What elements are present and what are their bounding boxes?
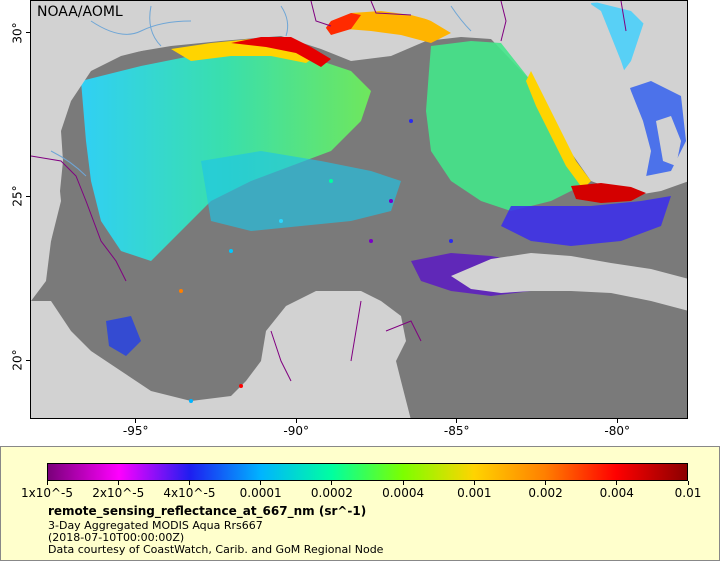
campeche-blue [106, 316, 141, 356]
x-tick-mark [295, 419, 297, 423]
colorbar-tick-label: 1x10^-5 [20, 486, 74, 500]
colorbar-tick [331, 481, 333, 485]
x-tick-label: -80° [604, 424, 630, 438]
x-tick-mark [456, 419, 458, 423]
colorbar-tick-label: 0.0001 [239, 486, 282, 500]
y-tick-label: 25° [10, 185, 25, 208]
colorbar-tick-label: 0.01 [674, 486, 702, 500]
colorbar-tick [46, 481, 48, 485]
land-cuba [451, 253, 687, 311]
colorbar-tick [188, 481, 190, 485]
colorbar-tick-label: 0.004 [599, 486, 634, 500]
florida-bay-red [571, 183, 646, 203]
florida-west-coast [526, 71, 591, 189]
colorbar-tick-label: 0.001 [457, 486, 492, 500]
colorbar-tick [545, 481, 547, 485]
rivers [50, 5, 472, 177]
colorbar-tick [616, 481, 618, 485]
x-tick-label: -95° [122, 424, 149, 438]
data-coverage-east [426, 41, 581, 211]
colorbar-tick-label: 0.0002 [310, 486, 353, 500]
colorbar-tick [260, 481, 262, 485]
map-frame [30, 0, 688, 419]
x-tick-label: -85° [443, 424, 470, 438]
colorbar-tick [117, 481, 119, 485]
legend-dataset: 3-Day Aggregated MODIS Aqua Rrs667 [48, 519, 263, 532]
political-boundaries [31, 1, 627, 382]
land-bahamas [656, 116, 681, 166]
land-central-america [361, 301, 411, 418]
colorbar-tick-label: 0.0004 [382, 486, 425, 500]
y-tick-mark [26, 32, 30, 34]
colorbar-tick [473, 481, 475, 485]
x-tick-mark [616, 419, 618, 423]
data-coverage-main [81, 46, 371, 261]
legend-date: (2018-07-10T00:00:00Z) [48, 531, 185, 544]
coastal-high-east [331, 7, 451, 43]
map-image [31, 1, 687, 418]
y-tick-label: 30° [10, 22, 25, 44]
legend-variable-name: remote_sensing_reflectance_at_667_nm (sr… [48, 504, 367, 518]
colorbar-tick-label: 0.002 [528, 486, 563, 500]
colorbar [47, 463, 688, 481]
coastal-red-west [231, 37, 331, 67]
land-us [31, 1, 687, 301]
keys-blue-purple [501, 196, 671, 246]
legend-credit: Data courtesy of CoastWatch, Carib. and … [48, 543, 384, 556]
y-tick-mark [26, 359, 30, 361]
land-florida [461, 1, 651, 183]
watermark: NOAA/AOML [37, 4, 123, 20]
data-coverage-central [201, 151, 401, 231]
y-tick-label: 20° [10, 349, 25, 371]
colorbar-tick [687, 481, 689, 485]
colorbar-tick-label: 4x10^-5 [163, 486, 216, 500]
land-mexico-yucatan [31, 291, 406, 418]
y-tick-mark [26, 195, 30, 197]
data-speckles [179, 119, 453, 403]
colorbar-tick-label: 2x10^-5 [92, 486, 145, 500]
x-tick-mark [135, 419, 137, 423]
x-tick-label: -90° [283, 424, 310, 438]
colorbar-tick [402, 481, 404, 485]
